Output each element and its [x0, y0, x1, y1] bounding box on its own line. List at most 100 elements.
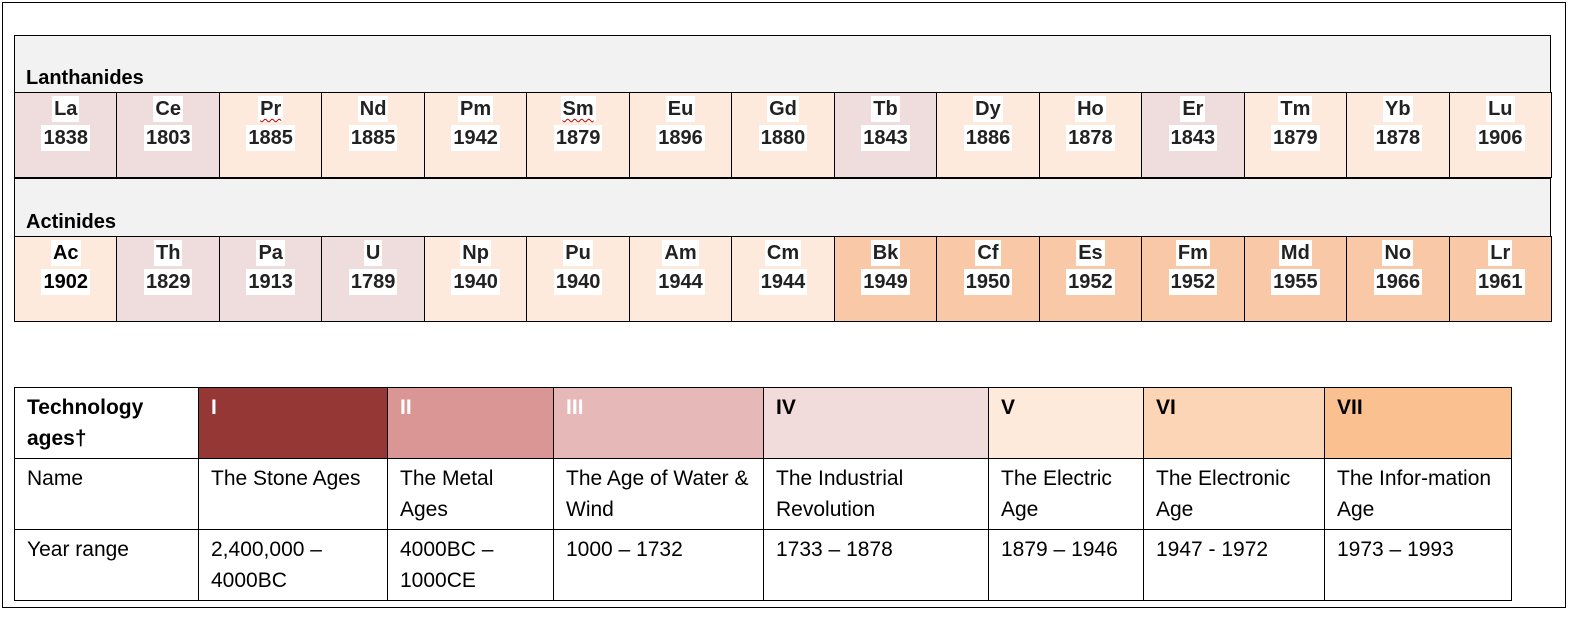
age-name: The Metal Ages — [387, 458, 554, 530]
element-cell: Pa 1913 — [219, 237, 323, 321]
element-symbol: Sm — [560, 96, 596, 122]
discovery-year: 1879 — [553, 125, 603, 151]
element-cell: La 1838 — [15, 93, 118, 177]
age-numeral-cell: V — [988, 387, 1144, 459]
element-symbol: Am — [662, 240, 699, 266]
age-numeral-cell: I — [198, 387, 388, 459]
element-cell: Ho 1878 — [1039, 93, 1143, 177]
discovery-year: 1896 — [656, 125, 705, 151]
element-symbol: Er — [1180, 96, 1206, 122]
element-symbol: La — [52, 96, 80, 122]
element-cell: Lu 1906 — [1449, 93, 1552, 177]
element-cell: Pr 1885 — [219, 93, 323, 177]
age-numeral: III — [566, 396, 584, 419]
element-symbol: Tm — [1278, 96, 1313, 122]
element-symbol: Np — [460, 240, 491, 266]
element-symbol: Gd — [767, 96, 799, 122]
lanthanides-row: La 1838 Ce 1803 Pr 1885 Nd 1885 Pm 1942 Sm 1879 Eu 18… — [14, 92, 1552, 178]
discovery-year: 1885 — [246, 125, 295, 151]
age-name: The Electric Age — [988, 458, 1144, 530]
element-cell: Ce 1803 — [117, 93, 220, 177]
element-symbol: Yb — [1383, 96, 1413, 122]
element-symbol: Lu — [1486, 96, 1515, 122]
element-cell: Eu 1896 — [629, 93, 733, 177]
element-cell: Bk 1949 — [834, 237, 938, 321]
actinides-row: Ac 1902 Th 1829 Pa 1913 U 1789 Np 1940 Pu 1940 Am 194… — [14, 236, 1552, 322]
discovery-year: 1906 — [1476, 125, 1525, 151]
discovery-year: 1940 — [451, 269, 500, 295]
element-cell: Gd 1880 — [732, 93, 835, 177]
element-symbol: Md — [1278, 240, 1312, 266]
age-year-range: 2,400,000 – 4000BC — [198, 529, 388, 601]
discovery-year: 1961 — [1476, 269, 1525, 295]
age-year-range: 1879 – 1946 — [988, 529, 1144, 601]
age-year-range: 1947 - 1972 — [1143, 529, 1325, 601]
age-numeral-cell: II — [387, 387, 554, 459]
element-cell: Es 1952 — [1039, 237, 1143, 321]
element-cell: Tb 1843 — [834, 93, 938, 177]
element-cell: Lr 1961 — [1449, 237, 1552, 321]
actinides-band: Actinides — [14, 178, 1551, 236]
discovery-year: 1878 — [1066, 125, 1115, 151]
discovery-year: 1886 — [963, 125, 1013, 151]
discovery-year: 1952 — [1066, 269, 1115, 295]
element-symbol: Eu — [665, 96, 696, 122]
element-symbol: No — [1382, 240, 1414, 266]
element-cell: No 1966 — [1347, 237, 1450, 321]
element-symbol: Lr — [1488, 240, 1513, 266]
discovery-year: 1838 — [41, 125, 90, 151]
element-cell: Nd 1885 — [322, 93, 425, 177]
element-symbol: U — [363, 240, 383, 266]
discovery-year: 1955 — [1271, 269, 1320, 295]
technology-ages-header: Technology ages† — [14, 387, 199, 459]
discovery-year: 1885 — [348, 125, 398, 151]
element-cell: U 1789 — [322, 237, 425, 321]
technology-ages-table: Technology ages† I II III IV V VI VII Name The… — [14, 387, 1512, 601]
age-name: The Age of Water & Wind — [553, 458, 764, 530]
actinides-label: Actinides — [26, 211, 117, 233]
lanthanides-label: Lanthanides — [26, 67, 144, 89]
element-symbol: Ho — [1075, 96, 1106, 122]
age-numeral: VI — [1156, 396, 1176, 419]
age-year-range: 4000BC – 1000CE — [387, 529, 554, 601]
age-name: The Industrial Revolution — [763, 458, 989, 530]
age-numeral: II — [400, 396, 412, 419]
element-cell: Pu 1940 — [527, 237, 630, 321]
element-symbol: Cf — [975, 240, 1001, 266]
age-year-range: 1973 – 1993 — [1324, 529, 1512, 601]
discovery-year: 1879 — [1271, 125, 1320, 151]
discovery-year: 1878 — [1373, 125, 1423, 151]
age-numeral-cell: IV — [763, 387, 989, 459]
age-year-range: 1733 – 1878 — [763, 529, 989, 601]
discovery-year: 1902 — [41, 269, 90, 295]
discovery-year: 1944 — [758, 269, 808, 295]
discovery-year: 1944 — [656, 269, 705, 295]
element-symbol: Nd — [357, 96, 389, 122]
name-row: Name The Stone Ages The Metal Ages The Age… — [14, 458, 1512, 530]
element-symbol: Es — [1076, 240, 1105, 266]
discovery-year: 1950 — [963, 269, 1013, 295]
header-row: Technology ages† I II III IV V VI VII — [14, 387, 1512, 459]
element-cell: Th 1829 — [117, 237, 220, 321]
name-row-label: Name — [14, 458, 199, 530]
age-numeral: IV — [776, 396, 796, 419]
element-cell: Md 1955 — [1244, 237, 1348, 321]
element-symbol: Ce — [153, 96, 183, 122]
discovery-year: 1942 — [451, 125, 500, 151]
element-symbol: Pu — [563, 240, 593, 266]
age-numeral-cell: VI — [1143, 387, 1325, 459]
lanthanides-band: Lanthanides — [14, 35, 1551, 92]
element-cell: Am 1944 — [629, 237, 733, 321]
discovery-year: 1789 — [348, 269, 398, 295]
element-symbol: Tb — [871, 96, 900, 122]
discovery-year: 1880 — [758, 125, 808, 151]
discovery-year: 1949 — [861, 269, 910, 295]
age-name: The Infor-mation Age — [1324, 458, 1512, 530]
age-name: The Electronic Age — [1143, 458, 1325, 530]
discovery-year: 1913 — [246, 269, 295, 295]
element-cell: Np 1940 — [424, 237, 528, 321]
element-cell: Ac 1902 — [15, 237, 118, 321]
element-cell: Er 1843 — [1142, 93, 1245, 177]
element-symbol: Bk — [870, 240, 901, 266]
element-cell: Tm 1879 — [1244, 93, 1348, 177]
